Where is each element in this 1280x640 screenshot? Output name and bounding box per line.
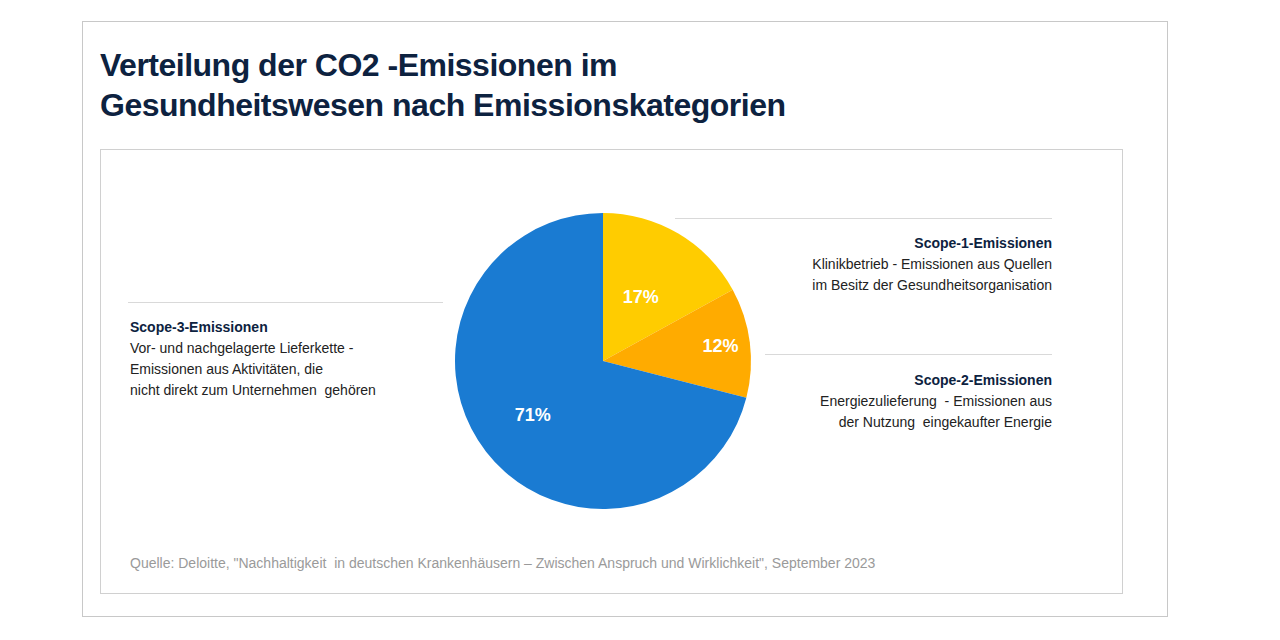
chart: Verteilung der CO2 -Emissionen im Gesundh… [0,0,1280,640]
inner-frame [101,150,1123,594]
annotation: im Besitz der Gesundheitsorganisation [812,277,1052,293]
category-label: Scope-1-Emissionen [914,235,1052,251]
data-label: 71% [515,405,551,425]
data-label: 12% [702,336,738,356]
pie [455,213,751,509]
title-line: Verteilung der CO2 -Emissionen im [100,47,617,83]
annotation-rule [675,218,1052,219]
annotation: nicht direkt zum Unternehmen gehören [130,382,376,398]
source: Quelle: Deloitte, "Nachhaltigkeit in deu… [130,555,876,571]
annotation-rule [128,302,443,303]
title: Verteilung der CO2 -Emissionen im Gesundh… [100,47,786,123]
annotation-rule [765,354,1052,355]
annotation: der Nutzung eingekaufter Energie [839,414,1052,430]
category-label: Scope-2-Emissionen [914,372,1052,388]
annotation: Vor- und nachgelagerte Lieferkette - [130,340,354,356]
title-line: Gesundheitswesen nach Emissionskategorie… [100,87,786,123]
data-label: 17% [623,287,659,307]
slice [455,213,746,509]
annotation: Emissionen aus Aktivitäten, die [130,361,323,377]
annotation: Klinikbetrieb - Emissionen aus Quellen [812,256,1052,272]
category-label: Scope-3-Emissionen [130,319,268,335]
outer-frame [83,22,1168,617]
annotation: Energiezulieferung - Emissionen aus [820,393,1052,409]
